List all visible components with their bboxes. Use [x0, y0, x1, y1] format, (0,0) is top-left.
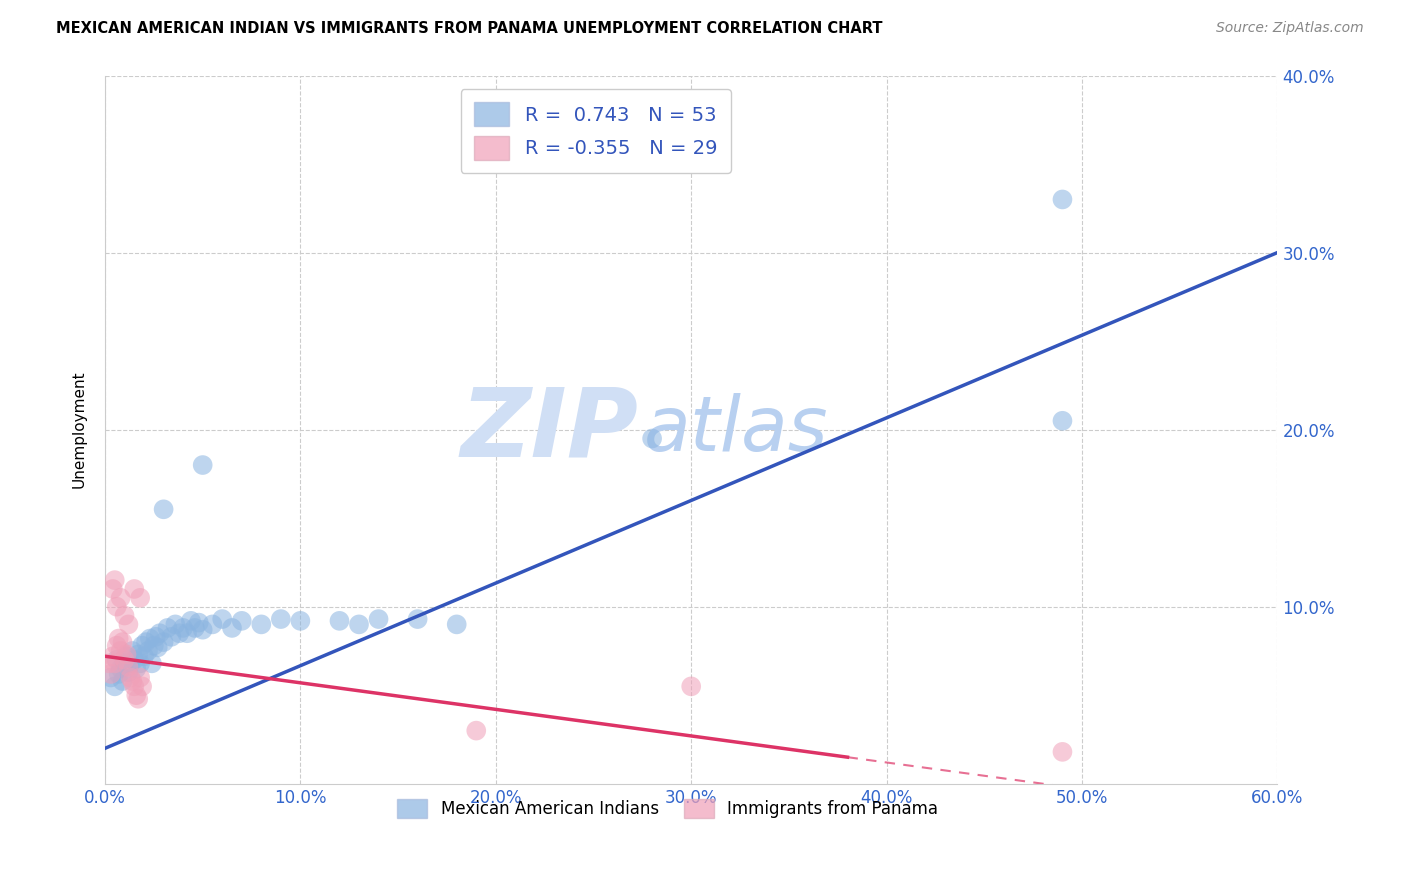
Point [465, 723, 488, 738]
Point [121, 674, 143, 689]
Point [124, 653, 146, 667]
Point [115, 648, 138, 662]
Point [120, 671, 142, 685]
Point [114, 657, 136, 671]
Point [136, 644, 159, 658]
Point [231, 614, 253, 628]
Point [100, 671, 122, 685]
Point [139, 632, 162, 646]
Point [114, 653, 136, 667]
Y-axis label: Unemployment: Unemployment [72, 371, 86, 489]
Point [111, 674, 134, 689]
Point [101, 582, 124, 596]
Point [125, 662, 148, 676]
Point [104, 657, 127, 671]
Point [125, 688, 148, 702]
Point [180, 614, 202, 628]
Point [104, 573, 127, 587]
Point [127, 648, 149, 662]
Point [129, 657, 152, 671]
Point [145, 630, 167, 644]
Text: Source: ZipAtlas.com: Source: ZipAtlas.com [1216, 21, 1364, 36]
Point [250, 617, 273, 632]
Point [110, 662, 132, 676]
Text: atlas: atlas [644, 392, 828, 467]
Point [111, 635, 134, 649]
Text: ZIP: ZIP [461, 384, 638, 476]
Point [100, 667, 122, 681]
Point [127, 691, 149, 706]
Point [114, 608, 136, 623]
Point [156, 621, 179, 635]
Point [97, 657, 120, 671]
Point [110, 644, 132, 658]
Point [191, 623, 214, 637]
Point [107, 667, 129, 681]
Point [184, 621, 207, 635]
Text: MEXICAN AMERICAN INDIAN VS IMMIGRANTS FROM PANAMA UNEMPLOYMENT CORRELATION CHART: MEXICAN AMERICAN INDIAN VS IMMIGRANTS FR… [56, 21, 883, 37]
Point [367, 612, 389, 626]
Point [121, 644, 143, 658]
Point [124, 679, 146, 693]
Point [406, 612, 429, 626]
Point [105, 599, 128, 614]
Point [221, 621, 243, 635]
Point [110, 591, 132, 605]
Point [328, 614, 350, 628]
Point [149, 626, 172, 640]
Point [160, 630, 183, 644]
Point [131, 679, 153, 693]
Point [1052, 193, 1074, 207]
Legend: Mexican American Indians, Immigrants from Panama: Mexican American Indians, Immigrants fro… [391, 792, 945, 825]
Point [117, 665, 139, 680]
Point [104, 679, 127, 693]
Point [1052, 414, 1074, 428]
Point [270, 612, 292, 626]
Point [152, 502, 174, 516]
Point [191, 458, 214, 472]
Point [146, 640, 169, 655]
Point [142, 639, 165, 653]
Point [135, 635, 157, 649]
Point [187, 615, 209, 630]
Point [129, 591, 152, 605]
Point [446, 617, 468, 632]
Point [681, 679, 703, 693]
Point [167, 626, 190, 640]
Point [107, 632, 129, 646]
Point [165, 617, 187, 632]
Point [211, 612, 233, 626]
Point [101, 649, 124, 664]
Point [124, 582, 146, 596]
Point [115, 649, 138, 664]
Point [120, 657, 142, 671]
Point [131, 639, 153, 653]
Point [1052, 745, 1074, 759]
Point [290, 614, 312, 628]
Point [347, 617, 370, 632]
Point [641, 432, 664, 446]
Point [132, 649, 155, 664]
Point [152, 635, 174, 649]
Point [141, 657, 163, 671]
Point [172, 621, 194, 635]
Point [105, 653, 128, 667]
Point [105, 639, 128, 653]
Point [201, 617, 224, 632]
Point [117, 617, 139, 632]
Point [176, 626, 198, 640]
Point [129, 671, 152, 685]
Point [117, 660, 139, 674]
